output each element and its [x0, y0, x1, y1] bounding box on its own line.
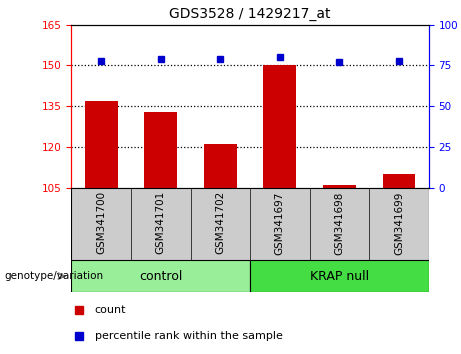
Text: control: control	[139, 270, 183, 282]
Bar	[250, 260, 429, 292]
Text: GSM341698: GSM341698	[334, 191, 344, 255]
Bar	[71, 260, 250, 292]
Text: GSM341700: GSM341700	[96, 191, 106, 255]
Text: GSM341702: GSM341702	[215, 191, 225, 255]
Text: GSM341699: GSM341699	[394, 191, 404, 255]
Bar	[85, 101, 118, 188]
Bar	[383, 174, 415, 188]
Text: percentile rank within the sample: percentile rank within the sample	[95, 331, 283, 341]
Text: genotype/variation: genotype/variation	[5, 271, 104, 281]
Text: KRAP null: KRAP null	[310, 270, 369, 282]
Text: GSM341697: GSM341697	[275, 191, 285, 255]
Bar	[204, 144, 236, 188]
Text: count: count	[95, 305, 126, 315]
Bar	[264, 65, 296, 188]
Bar	[323, 185, 356, 188]
Title: GDS3528 / 1429217_at: GDS3528 / 1429217_at	[169, 7, 331, 21]
Bar	[144, 112, 177, 188]
Text: GSM341701: GSM341701	[156, 191, 166, 255]
